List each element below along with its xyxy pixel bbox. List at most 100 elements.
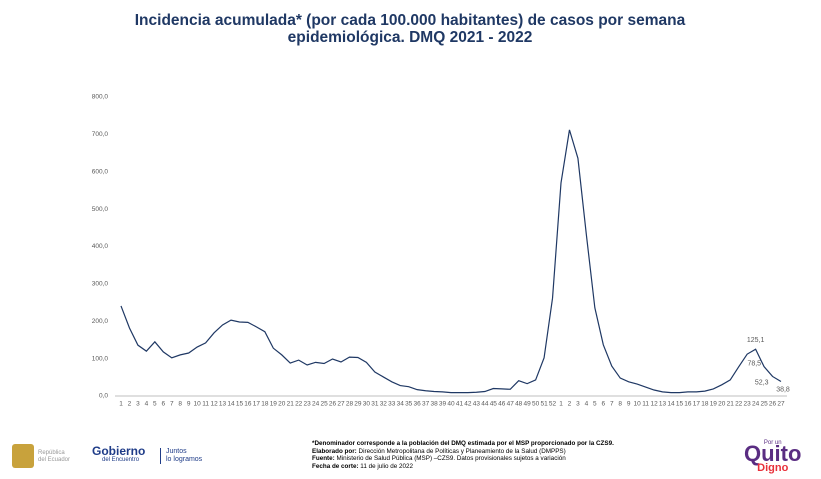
x-tick-label: 31	[371, 401, 379, 408]
x-tick-label: 25	[320, 401, 328, 408]
x-tick-label: 11	[202, 401, 209, 408]
x-tick-label: 4	[585, 401, 589, 408]
x-tick-label: 18	[261, 401, 269, 408]
x-tick-label: 17	[693, 401, 701, 408]
text: del Ecuador	[38, 456, 71, 463]
x-tick-label: 48	[515, 401, 523, 408]
x-tick-label: 52	[549, 401, 557, 408]
y-tick-label: 500,0	[92, 206, 109, 213]
chart-title: Incidencia acumulada* (por cada 100.000 …	[134, 12, 686, 46]
x-tick-label: 2	[568, 401, 572, 408]
x-tick-label: 3	[136, 401, 140, 408]
note: *Denominador corresponde a la población …	[312, 440, 614, 447]
x-tick-label: 38	[430, 401, 438, 408]
x-tick-label: 5	[153, 401, 157, 408]
x-tick-label: 21	[727, 401, 735, 408]
x-tick-label: 15	[676, 401, 684, 408]
x-tick-label: 49	[524, 401, 532, 408]
text: del Encuentro	[102, 457, 140, 463]
quito-logo: Por un Quito Digno	[744, 440, 801, 476]
note-label: Fecha de corte:	[312, 462, 359, 470]
x-tick-label: 51	[540, 401, 548, 408]
y-tick-label: 600,0	[92, 168, 109, 175]
x-tick-label: 36	[414, 401, 422, 408]
x-tick-label: 10	[194, 401, 202, 408]
x-tick-label: 16	[684, 401, 692, 408]
x-tick-label: 25	[760, 401, 768, 408]
text: República	[38, 450, 65, 456]
text: Quito	[744, 441, 802, 466]
x-tick-label: 27	[777, 401, 785, 408]
x-tick-label: 44	[481, 401, 489, 408]
x-tick-label: 47	[507, 401, 515, 408]
x-tick-label: 1	[119, 401, 123, 408]
text: Juntos	[166, 448, 187, 455]
text: Por un	[763, 440, 782, 446]
x-tick-label: 22	[295, 401, 303, 408]
x-tick-label: 17	[253, 401, 261, 408]
y-tick-label: 200,0	[92, 318, 109, 325]
data-label: 125,1	[747, 337, 765, 344]
y-tick-label: 700,0	[92, 131, 109, 138]
x-tick-label: 23	[744, 401, 752, 408]
x-tick-label: 18	[701, 401, 709, 408]
x-tick-label: 21	[287, 401, 295, 408]
x-tick-label: 9	[187, 401, 191, 408]
gobierno-logo: Gobierno del Encuentro	[92, 444, 146, 465]
x-tick-label: 7	[610, 401, 614, 408]
x-tick-label: 32	[380, 401, 388, 408]
note-label: Elaborado por:	[312, 447, 357, 455]
ecuador-text: República del Ecuador	[38, 450, 70, 463]
x-tick-label: 8	[618, 401, 622, 408]
y-tick-label: 0,0	[99, 393, 108, 400]
note-line: Elaborado por: Dirección Metropolitana d…	[312, 448, 614, 456]
note-line: Fecha de corte: 11 de julio de 2022	[312, 463, 614, 471]
x-tick-label: 16	[244, 401, 252, 408]
x-tick-label: 15	[236, 401, 244, 408]
text: Digno	[757, 462, 789, 474]
x-tick-label: 40	[447, 401, 455, 408]
data-label: 38,8	[776, 386, 790, 393]
x-tick-label: 50	[532, 401, 540, 408]
x-tick-label: 12	[210, 401, 218, 408]
x-tick-label: 41	[456, 401, 464, 408]
x-tick-label: 37	[422, 401, 430, 408]
x-tick-label: 27	[337, 401, 345, 408]
x-tick-label: 34	[397, 401, 405, 408]
x-tick-label: 22	[735, 401, 743, 408]
y-tick-label: 300,0	[92, 281, 109, 288]
x-tick-label: 26	[769, 401, 777, 408]
y-tick-label: 100,0	[92, 355, 109, 362]
x-tick-label: 5	[593, 401, 597, 408]
x-tick-label: 2	[128, 401, 132, 408]
x-tick-label: 4	[145, 401, 149, 408]
x-tick-label: 10	[634, 401, 642, 408]
note-text: Ministerio de Salud Pública (MSP) –CZS9.…	[336, 455, 566, 463]
juntos-text: Juntos lo logramos	[160, 448, 202, 464]
x-tick-label: 6	[601, 401, 605, 408]
x-tick-label: 14	[227, 401, 235, 408]
x-tick-label: 19	[710, 401, 718, 408]
x-tick-label: 14	[667, 401, 675, 408]
data-label: 78,5	[747, 361, 761, 368]
x-tick-label: 20	[278, 401, 286, 408]
x-tick-label: 7	[170, 401, 174, 408]
x-tick-label: 6	[161, 401, 165, 408]
x-tick-label: 39	[439, 401, 447, 408]
x-tick-label: 45	[490, 401, 498, 408]
ecuador-shield	[12, 444, 34, 468]
x-tick-label: 33	[388, 401, 396, 408]
x-tick-label: 35	[405, 401, 413, 408]
text: Gobierno	[92, 444, 146, 458]
x-tick-label: 12	[650, 401, 658, 408]
note-text: Dirección Metropolitana de Políticas y P…	[358, 447, 566, 455]
text: lo logramos	[166, 456, 203, 463]
x-tick-label: 8	[178, 401, 182, 408]
note-line: Fuente: Ministerio de Salud Pública (MSP…	[312, 455, 614, 463]
x-tick-label: 19	[270, 401, 278, 408]
x-tick-label: 3	[576, 401, 580, 408]
x-tick-label: 11	[642, 401, 649, 408]
x-tick-label: 13	[219, 401, 227, 408]
x-tick-label: 26	[329, 401, 337, 408]
